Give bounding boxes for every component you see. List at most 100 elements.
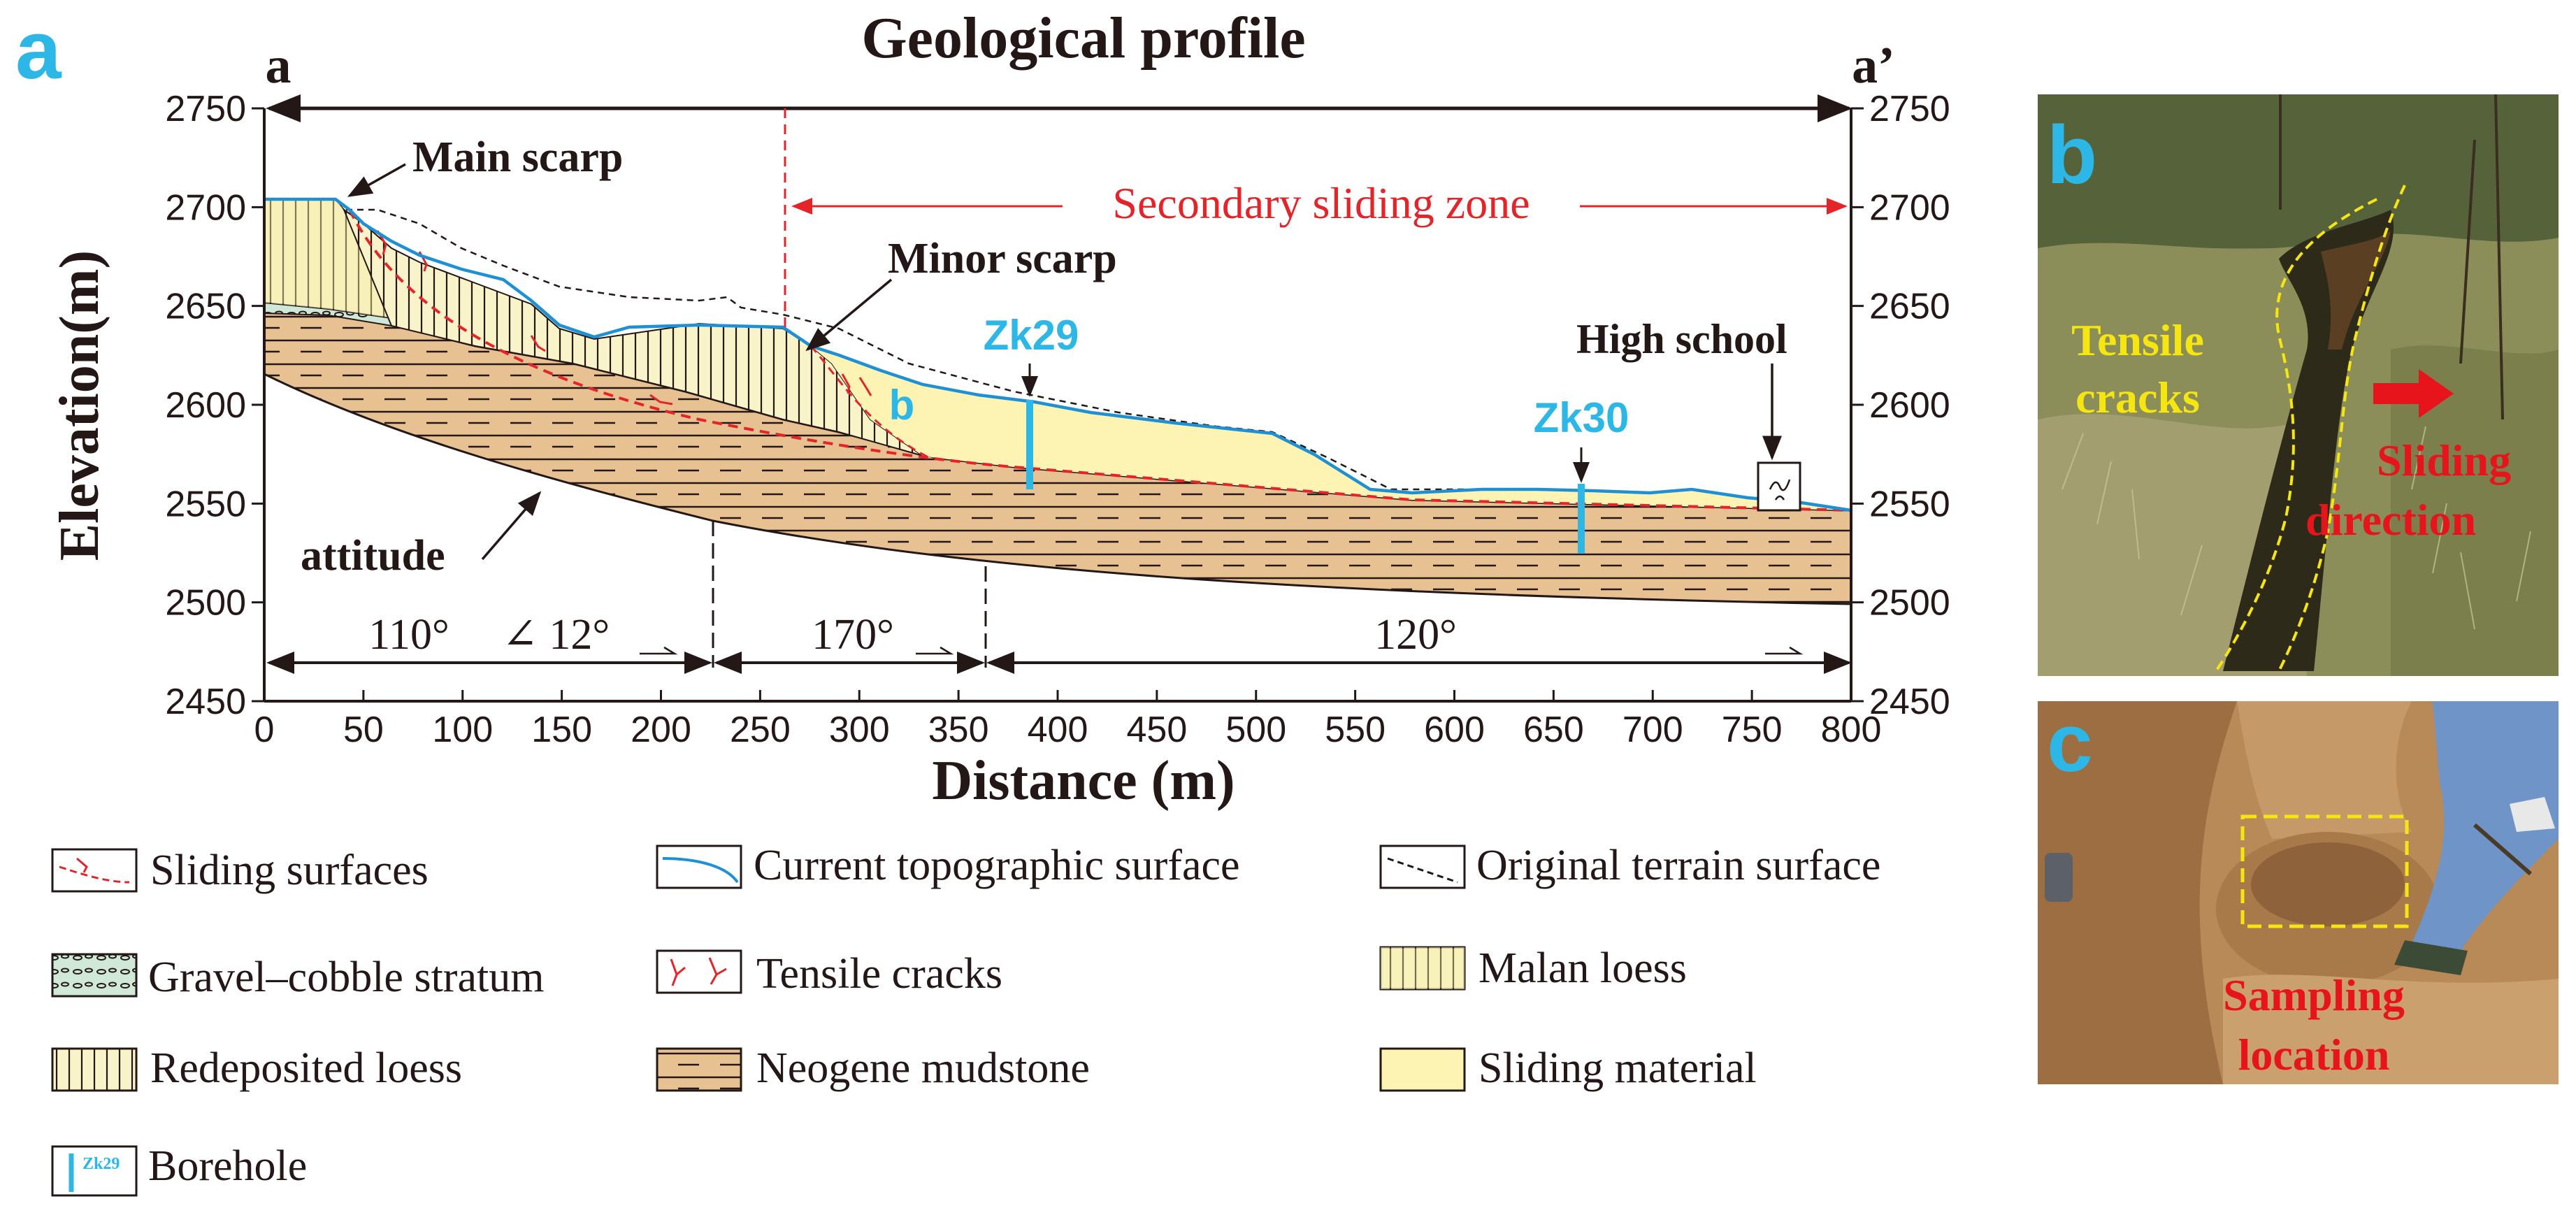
legend-malan-loess: Malan loess [1478,944,1687,992]
legend-sliding-surfaces: Sliding surfaces [150,847,429,894]
legend-sliding-material-swatch [1379,1047,1466,1092]
legend-borehole: Borehole [148,1142,307,1190]
y-ticks-left: 2750 2700 2650 2600 2550 2500 2450 [165,89,264,722]
person-legs [2412,701,2559,951]
y-tick-label-left: 2750 [165,89,246,129]
y-tick-label-right: 2700 [1869,187,1950,228]
x-axis-title: Distance (m) [932,750,1235,812]
main-scarp-label: Main scarp [412,134,623,181]
y-tick-label-right: 2650 [1869,287,1950,327]
secondary-sliding-surface [810,345,930,459]
legend-gravel-swatch [51,953,138,998]
panel-c-photo: c Sampling location [2038,697,2559,1084]
sampling-location-label-2: location [2238,1030,2390,1079]
attitude-2-direction: 170° [812,611,894,659]
x-tick-label: 300 [829,710,890,750]
legend-sliding-material: Sliding material [1478,1044,1757,1092]
zk29-label: Zk29 [984,312,1079,359]
crack-trench [2223,210,2394,671]
crack-outline-right [2278,185,2406,672]
sliding-direction-label-1: Sliding [2377,436,2511,485]
y-tick-label-right: 2750 [1869,89,1950,129]
x-tick-label: 450 [1126,710,1187,750]
profile-title: Geological profile [861,6,1305,71]
crack-outline-left [2215,198,2377,673]
legend-neogene-mudstone-swatch [656,1047,742,1092]
x-tick-label: 50 [343,710,384,750]
y-tick-label-left: 2600 [165,385,246,426]
b-marker: b [889,382,915,429]
x-tick-label: 800 [1821,710,1882,750]
y-tick-label-left: 2700 [165,187,246,228]
panel-a: a Geological profile a a’ [15,4,1950,812]
tensile-cracks-label-2: cracks [2075,373,2200,422]
attitude-1-dip: ∠ 12° [502,611,610,659]
x-tick-label: 550 [1325,710,1386,750]
x-tick-label: 500 [1225,710,1286,750]
attitude-pointer [481,491,542,561]
legend-redeposited-loess-swatch [51,1047,138,1092]
legend-redeposited-loess: Redeposited loess [150,1044,462,1092]
legend: Sliding surfaces Current topographic sur… [51,842,1880,1197]
attitude-label: attitude [301,532,445,580]
legend-borehole-swatch [51,1145,138,1197]
section-end-label: a’ [1852,37,1895,94]
y-tick-label-left: 2550 [165,484,246,524]
legend-borehole-icon-text: Zk29 [82,1155,120,1173]
y-tick-label-right: 2550 [1869,484,1950,524]
attitude-1-dip-symbol [640,646,678,655]
legend-tensile-cracks: Tensile cracks [756,950,1002,998]
sampling-box [2240,814,2409,928]
main-sliding-surface [348,209,1852,512]
attitude-3-dip-symbol [1765,646,1804,655]
legend-sliding-surfaces-swatch [51,848,138,893]
x-tick-label: 100 [432,710,493,750]
attitude-3-direction: 120° [1374,611,1457,659]
x-tick-label: 400 [1028,710,1088,750]
high-school-label: High school [1576,316,1787,362]
secondary-zone-label: Secondary sliding zone [1112,178,1530,228]
x-tick-label: 700 [1622,710,1683,750]
y-axis-title: Elevation(m) [49,250,110,561]
panel-c-letter: c [2047,697,2093,789]
x-tick-label: 0 [254,710,275,750]
legend-gravel: Gravel–cobble stratum [148,954,544,1001]
x-tick-label: 250 [730,710,791,750]
zk30-label: Zk30 [1534,394,1629,441]
legend-tensile-cracks-swatch [656,949,742,994]
section-start-label: a [266,37,292,94]
minor-scarp-pointer [805,278,893,352]
x-tick-label: 200 [631,710,691,750]
y-tick-label-right: 2450 [1869,682,1950,722]
secondary-zone-label-bg [1063,178,1580,229]
y-tick-label-left: 2650 [165,287,246,327]
attitude-2-dip-symbol [916,646,954,655]
y-tick-label-right: 2600 [1869,385,1950,426]
sliding-direction-label-2: direction [2305,495,2476,545]
y-tick-label-left: 2450 [165,682,246,722]
panel-a-letter: a [15,4,62,96]
minor-scarp-label: Minor scarp [888,235,1117,282]
legend-original-terrain-swatch [1379,844,1466,889]
sampling-location-label-1: Sampling [2223,970,2405,1020]
current-topographic-line [264,197,1852,512]
sliding-material-layer [811,346,1851,510]
attitude-1-direction: 110° [368,611,449,659]
neogene-mudstone-layer [263,306,1852,605]
high-school-icon-mark [1769,479,1791,501]
panel-b-letter: b [2047,109,2097,201]
y-tick-label-right: 2500 [1869,583,1950,624]
main-scarp-pointer [347,163,406,197]
y-tick-label-left: 2500 [165,583,246,624]
x-tick-label: 150 [531,710,592,750]
x-tick-label: 350 [928,710,989,750]
legend-neogene-mudstone: Neogene mudstone [756,1044,1090,1092]
tensile-cracks-label-1: Tensile [2071,315,2204,365]
x-ticks: 0 50 100 150 200 250 300 350 400 450 500 550 600 650 7… [254,690,1882,750]
panel-b-photo: b Tensile cracks Sliding direction [2038,94,2559,676]
x-tick-label: 750 [1722,710,1783,750]
sliding-direction-arrow [2373,369,2454,418]
y-ticks-right: 2750 2700 2650 2600 2550 2500 2450 [1851,89,1950,722]
legend-current-topo-swatch [656,844,742,889]
